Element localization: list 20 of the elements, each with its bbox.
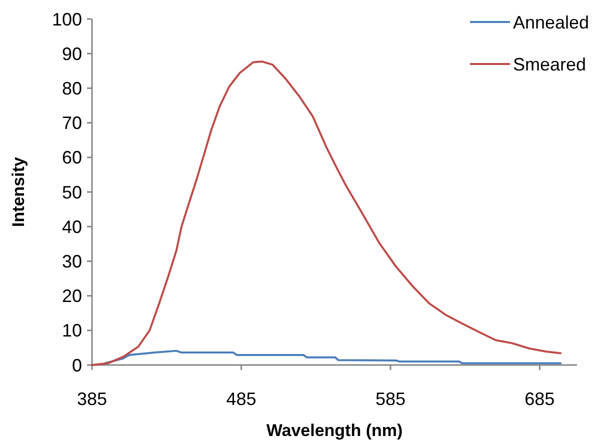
y-tick-label: 40 <box>62 216 82 237</box>
line-series <box>104 350 562 364</box>
x-tick-label: 585 <box>375 389 406 409</box>
legend-label: Annealed <box>513 12 590 32</box>
y-tick-label: 50 <box>62 182 82 202</box>
y-tick-label: 80 <box>62 78 82 98</box>
y-tick-label: 20 <box>62 286 82 306</box>
x-tick-label: 385 <box>76 389 108 409</box>
y-tick-label: 70 <box>62 113 82 134</box>
x-axis-title: Wavelength (nm) <box>266 421 403 440</box>
y-tick-label: 0 <box>72 355 82 376</box>
y-tick-label: 30 <box>62 252 82 272</box>
y-tick-label: 60 <box>62 148 82 168</box>
y-axis-title: Intensity <box>9 156 28 227</box>
x-tick-label: 485 <box>226 389 256 409</box>
y-tick-label: 90 <box>62 44 82 64</box>
y-tick-label: 100 <box>52 9 82 30</box>
y-tick-label: 10 <box>62 320 82 341</box>
legend-label: Smeared <box>513 54 586 74</box>
x-tick-label: 685 <box>524 389 555 409</box>
